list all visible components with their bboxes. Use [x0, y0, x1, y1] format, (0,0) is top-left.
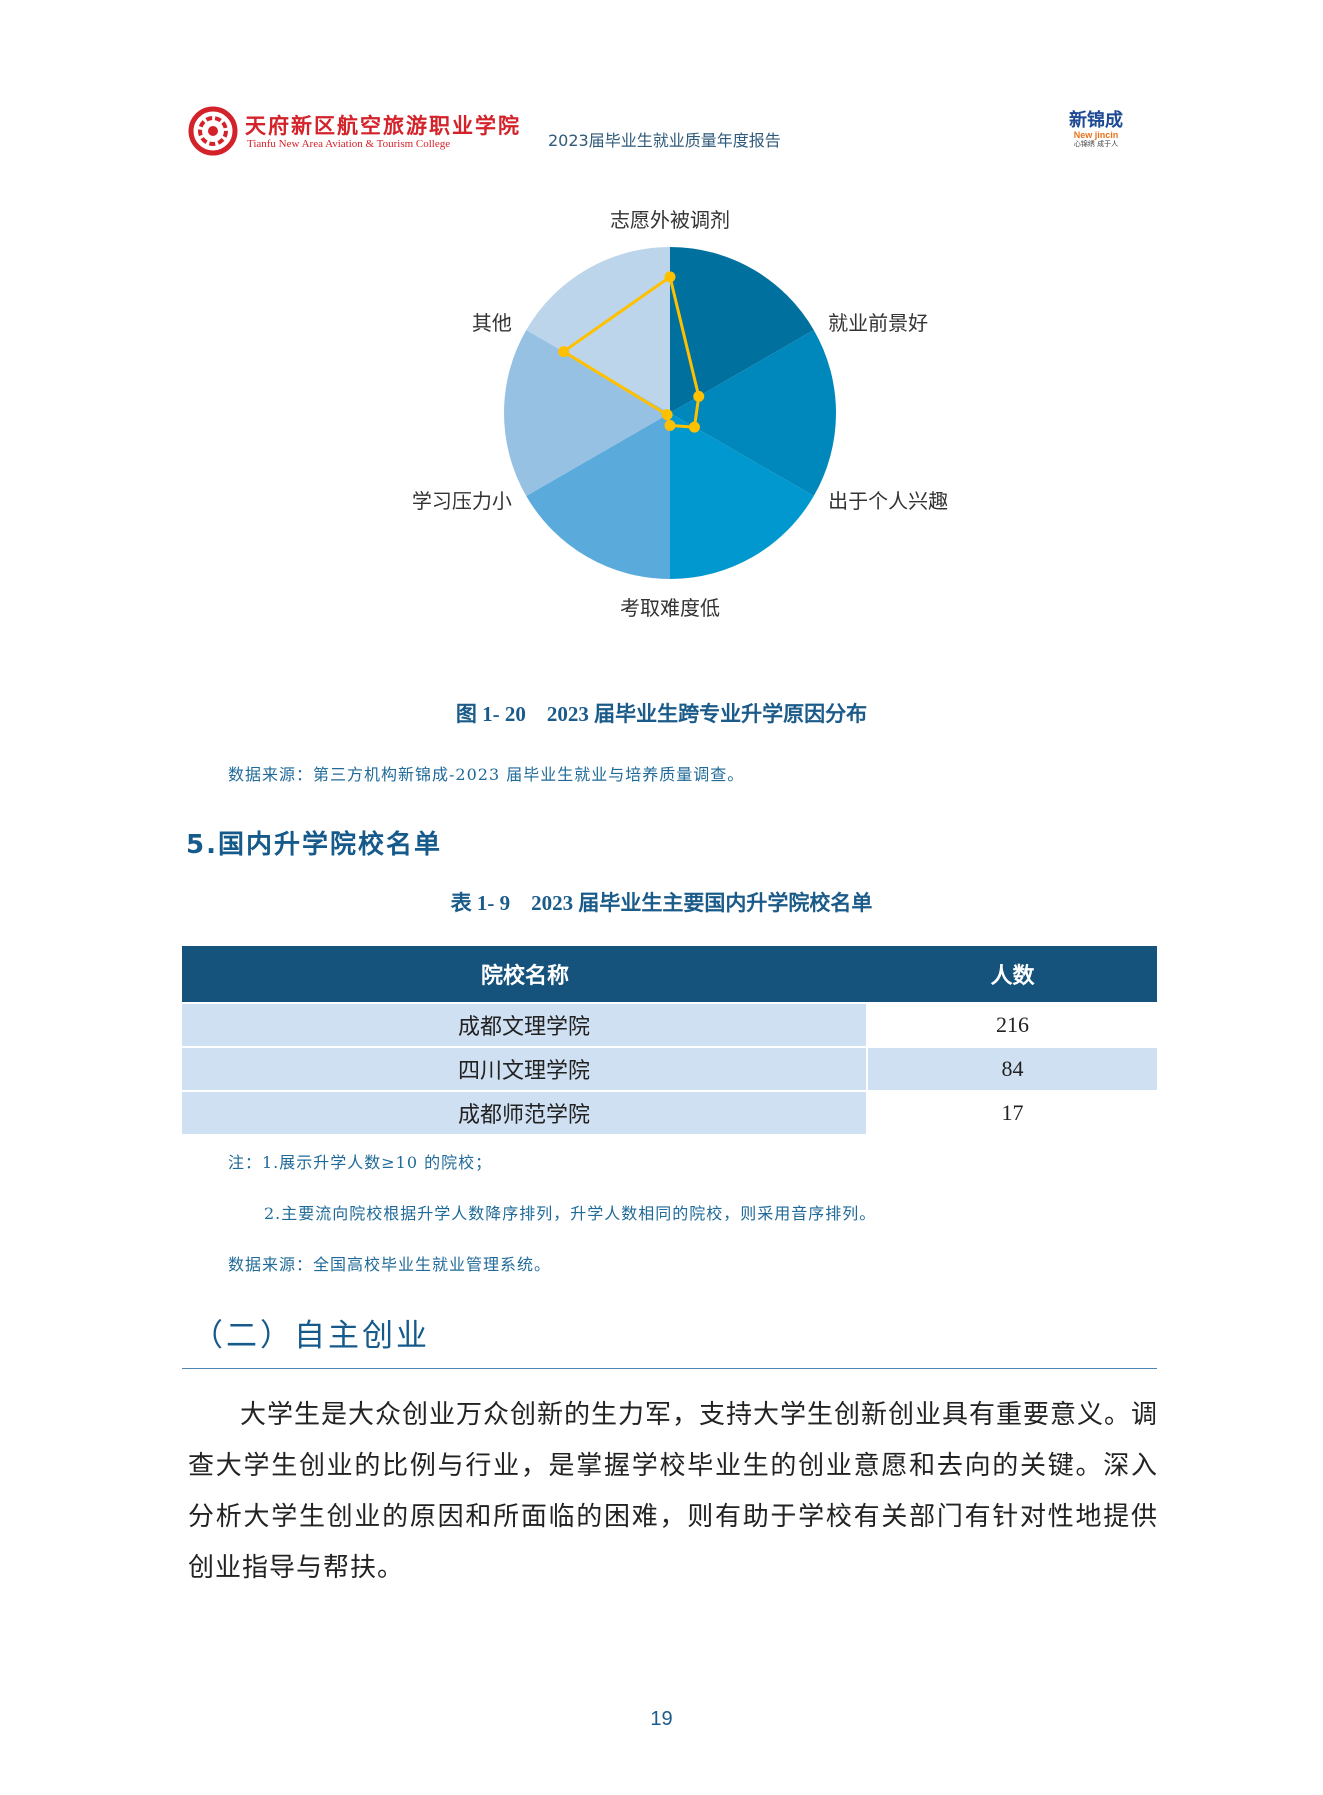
report-title: 2023届毕业生就业质量年度报告	[548, 131, 781, 150]
table-caption: 表 1- 9 2023 届毕业生主要国内升学院校名单	[450, 891, 873, 915]
college-name-cn: 天府新区航空旅游职业学院	[245, 113, 521, 138]
cell-name: 成都师范学院	[182, 1092, 868, 1134]
table-note-2: 2.主要流向院校根据升学人数降序排列，升学人数相同的院校，则采用音序排列。	[264, 1204, 877, 1223]
table-source: 数据来源：全国高校毕业生就业管理系统。	[228, 1255, 552, 1274]
cell-count: 216	[868, 1004, 1157, 1046]
college-logo-emblem	[188, 106, 238, 156]
table-row: 成都师范学院 17	[182, 1092, 1157, 1134]
table-row: 四川文理学院 84	[182, 1048, 1157, 1090]
partner-logo-en: New jincin	[1073, 130, 1119, 140]
cell-name: 成都文理学院	[182, 1004, 868, 1046]
section2-heading: （二）自主创业	[192, 1318, 430, 1354]
radar-axis-label: 学习压力小	[412, 489, 512, 513]
radar-point	[693, 390, 705, 402]
page-number: 19	[650, 1708, 673, 1730]
radar-axis-label: 志愿外被调剂	[610, 208, 730, 232]
figure-caption: 图 1- 20 2023 届毕业生跨专业升学原因分布	[455, 702, 868, 726]
radar-sector	[526, 413, 670, 579]
body-paragraph: 大学生是大众创业万众创新的生力军，支持大学生创新创业具有重要意义。调查大学生创业…	[188, 1400, 1159, 1583]
cell-count: 17	[868, 1092, 1157, 1134]
radar-axis-label: 出于个人兴趣	[828, 489, 948, 513]
radar-point	[558, 346, 570, 358]
cell-name: 四川文理学院	[182, 1048, 868, 1090]
partner-logo: 新锦成 New jincin 心锦绣 成于人	[1066, 112, 1126, 149]
college-name-en: Tianfu New Area Aviation & Tourism Colle…	[247, 138, 451, 150]
partner-logo-name: 新锦成	[1069, 110, 1123, 131]
col-header-count: 人数	[868, 946, 1157, 1002]
radar-axis-label: 就业前景好	[828, 311, 928, 335]
radar-axis-label: 考取难度低	[620, 596, 720, 620]
figure-source: 数据来源：第三方机构新锦成-2023 届毕业生就业与培养质量调查。	[228, 765, 745, 784]
table-row: 成都文理学院 216	[182, 1004, 1157, 1046]
heading-divider	[182, 1368, 1157, 1369]
cell-count: 84	[868, 1048, 1157, 1090]
section5-heading: 5.国内升学院校名单	[186, 830, 442, 860]
radar-point	[664, 419, 676, 431]
radar-sector	[670, 330, 836, 496]
universities-table: 院校名称 人数 成都文理学院 216 四川文理学院 84 成都师范学院 17	[182, 944, 1157, 1136]
radar-point	[688, 421, 700, 433]
col-header-name: 院校名称	[182, 946, 868, 1002]
radar-sector	[504, 330, 670, 496]
radar-point	[661, 409, 673, 421]
radar-axis-label: 其他	[472, 311, 512, 335]
radar-sector	[526, 247, 670, 413]
radar-sector	[670, 247, 814, 413]
radar-sector	[670, 413, 814, 579]
radar-point	[664, 271, 676, 283]
partner-logo-slogan: 心锦绣 成于人	[1073, 140, 1119, 148]
table-note-1: 注：1.展示升学人数≥10 的院校；	[228, 1153, 493, 1172]
